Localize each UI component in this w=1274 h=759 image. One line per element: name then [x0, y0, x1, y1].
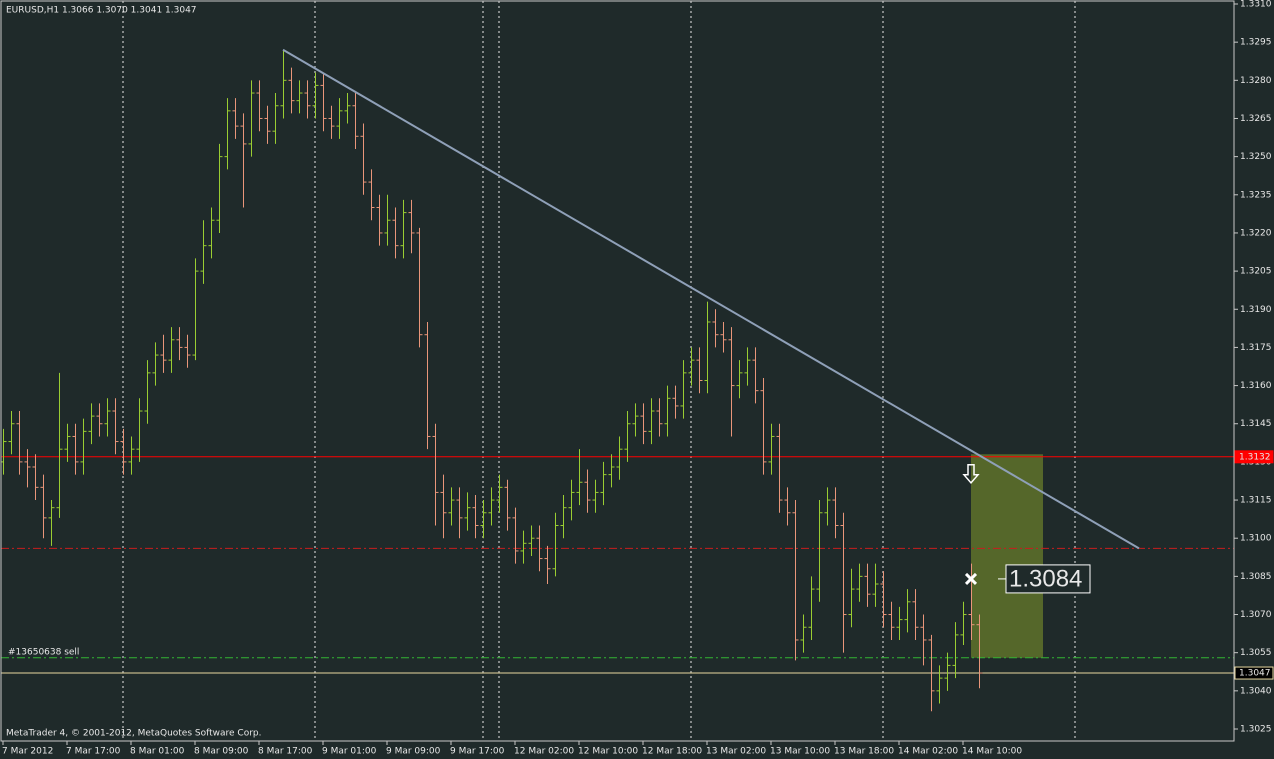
x-tick-label: 9 Mar 01:00 [322, 747, 377, 757]
y-tick-label: 1.3205 [1240, 267, 1272, 277]
y-tick-label: 1.3190 [1240, 305, 1272, 315]
y-tick-label: 1.3055 [1240, 648, 1272, 658]
y-tick-label: 1.3070 [1240, 610, 1272, 620]
price-label-box [1234, 666, 1274, 680]
x-tick-label: 14 Mar 02:00 [898, 747, 958, 757]
marker-label-box [1005, 564, 1091, 594]
y-tick-label: 1.3115 [1240, 496, 1272, 506]
x-tick-label: 9 Mar 09:00 [386, 747, 441, 757]
x-tick-label: 8 Mar 01:00 [130, 747, 185, 757]
x-tick-label: 8 Mar 09:00 [194, 747, 249, 757]
y-tick-label: 1.3145 [1240, 419, 1272, 429]
y-tick-label: 1.3220 [1240, 228, 1272, 238]
chart-title: EURUSD,H1 1.3066 1.3070 1.3041 1.3047 [6, 6, 197, 16]
x-tick-label: 13 Mar 02:00 [706, 747, 766, 757]
x-tick-label: 12 Mar 18:00 [642, 747, 702, 757]
marker-label: 1.3084 [1009, 565, 1082, 592]
y-tick-label: 1.3295 [1240, 38, 1272, 48]
price-label: 1.3047 [1239, 669, 1271, 679]
y-tick-label: 1.3280 [1240, 76, 1272, 86]
y-tick-label: 1.3085 [1240, 572, 1272, 582]
plot-frame [0, 0, 1235, 742]
x-tick-label: 12 Mar 02:00 [514, 747, 574, 757]
y-tick-label: 1.3160 [1240, 381, 1272, 391]
x-tick-label: 13 Mar 18:00 [834, 747, 894, 757]
x-tick-label: 7 Mar 17:00 [66, 747, 121, 757]
footer: MetaTrader 4, © 2001-2012, MetaQuotes So… [6, 729, 262, 739]
x-tick-label: 9 Mar 17:00 [450, 747, 505, 757]
y-tick-label: 1.3025 [1240, 725, 1272, 735]
order-zone [971, 454, 1043, 658]
y-tick-label: 1.3310 [1240, 0, 1272, 10]
y-tick-label: 1.3175 [1240, 343, 1272, 353]
close-marker [964, 572, 978, 585]
price-label: 1.3132 [1239, 452, 1271, 462]
price-label-box [1234, 450, 1274, 464]
y-tick-label: 1.3235 [1240, 190, 1272, 200]
order-label: #13650638 sell [8, 647, 79, 657]
sell-arrow [962, 464, 980, 484]
plot: #13650638 sell 1.3084 [0, 1, 1234, 741]
x-tick-label: 12 Mar 10:00 [578, 747, 638, 757]
y-tick-label: 1.3040 [1240, 686, 1272, 696]
y-tick-label: 1.3250 [1240, 152, 1272, 162]
x-tick-label: 13 Mar 10:00 [770, 747, 830, 757]
x-tick-label: 14 Mar 10:00 [962, 747, 1022, 757]
y-tick-label: 1.3265 [1240, 114, 1272, 124]
trendline [282, 48, 1140, 550]
x-tick-label: 7 Mar 2012 [2, 747, 53, 757]
x-tick-label: 8 Mar 17:00 [258, 747, 313, 757]
y-tick-label: 1.3100 [1240, 534, 1272, 544]
